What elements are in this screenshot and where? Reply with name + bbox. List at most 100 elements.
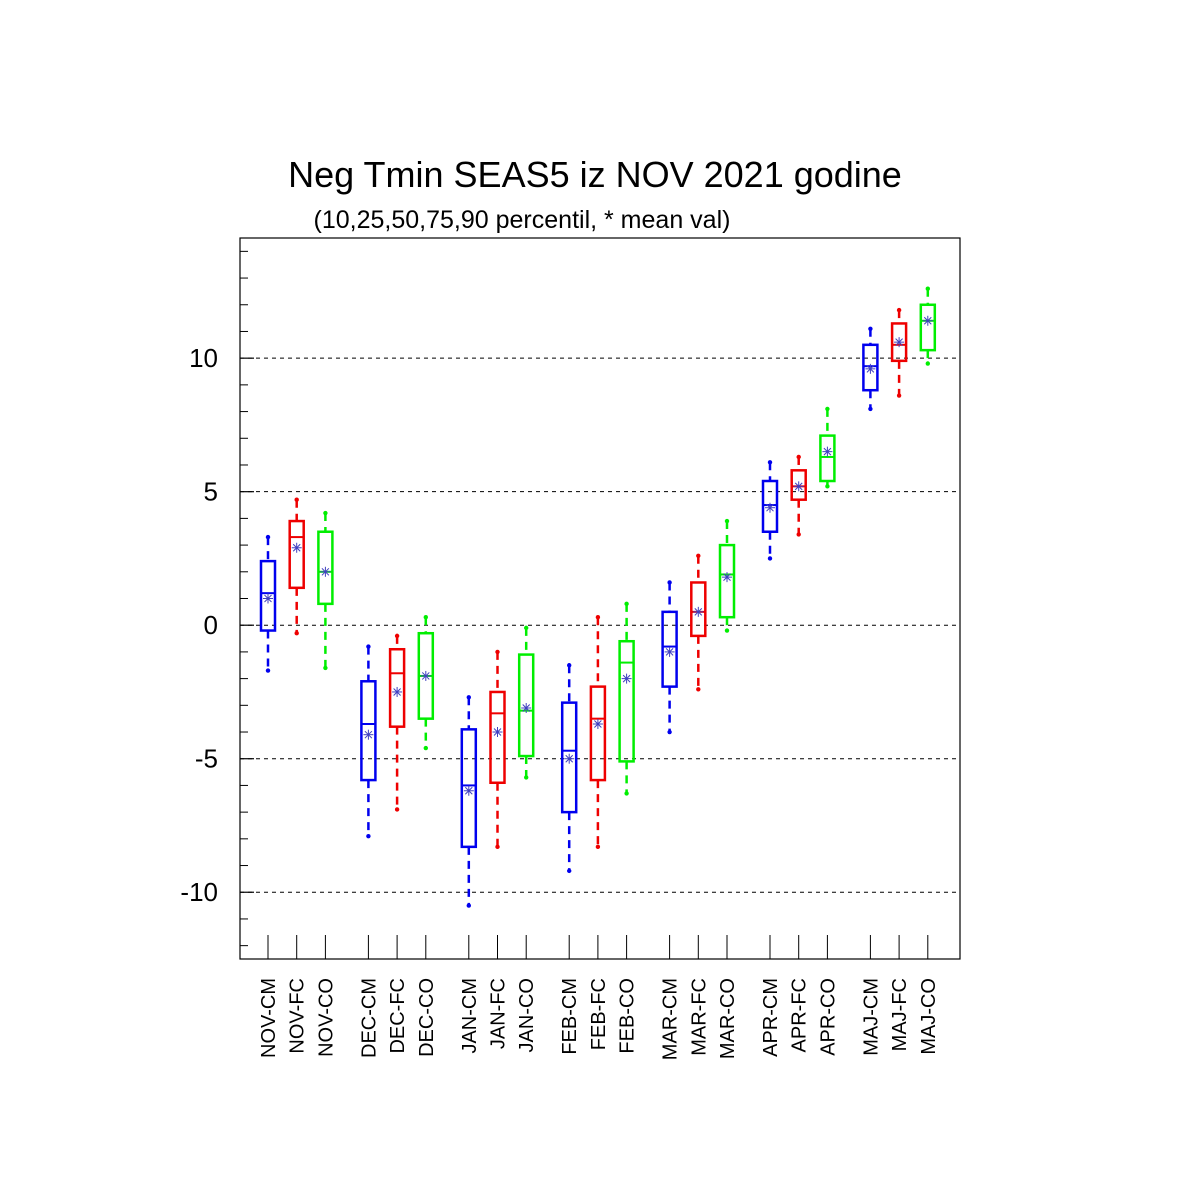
whisker-cap-p10: [825, 484, 830, 489]
mean-marker: [793, 481, 804, 492]
whisker-cap-p90: [265, 534, 271, 540]
x-tick-label: DEC-CM: [358, 978, 380, 1058]
whisker-cap-p90: [423, 614, 428, 620]
whisker-cap-p90: [366, 644, 371, 649]
whisker-cap-p10: [868, 406, 873, 412]
box-series: [259, 286, 937, 908]
mean-marker-stroke: [364, 730, 373, 739]
mean-marker: [521, 702, 532, 713]
mean-marker-stroke: [694, 607, 703, 616]
whisker-cap-p90: [724, 518, 730, 524]
box-iqr: [517, 653, 535, 758]
mean-marker-stroke: [464, 786, 473, 795]
box-iqr: [489, 690, 506, 785]
box-iqr: [919, 303, 937, 352]
mean-marker-stroke: [923, 316, 932, 325]
mean-marker-stroke: [866, 364, 875, 373]
box-iqr: [460, 728, 478, 849]
y-axis: -10 -5 0 5 10: [180, 250, 254, 947]
whisker-cap-p10: [567, 868, 572, 874]
whisker-cap-p90: [595, 614, 601, 620]
mean-marker: [664, 646, 675, 657]
x-tick-label: NOV-CO: [315, 978, 337, 1057]
x-tick-label: APR-CM: [760, 978, 782, 1057]
box-iqr: [560, 701, 578, 814]
x-tick-label: MAR-CM: [660, 978, 682, 1060]
x-tick-label: JAN-FC: [488, 978, 510, 1049]
chart-title: Neg Tmin SEAS5 iz NOV 2021 godine: [288, 154, 902, 195]
whisker-cap-p90: [868, 326, 873, 331]
mean-marker: [463, 785, 474, 796]
whisker-cap-p90: [466, 695, 471, 700]
whisker-cap-p10: [294, 631, 299, 636]
mean-marker: [922, 315, 933, 326]
box-iqr: [761, 479, 779, 533]
whisker-cap-p90: [796, 454, 801, 460]
x-tick-label: JAN-CO: [516, 978, 538, 1052]
whisker-cap-p90: [624, 601, 629, 607]
x-axis: NOV-CM NOV-FC NOV-CO DEC-CM DEC-FC DEC-CO JAN-…: [258, 935, 940, 1060]
x-tick-label: FEB-FC: [588, 978, 610, 1050]
box-iqr: [890, 322, 908, 363]
mean-marker: [765, 502, 775, 513]
x-tick-label: FEB-CM: [559, 978, 581, 1055]
box-iqr: [388, 647, 406, 728]
whisker-cap-p90: [667, 580, 672, 585]
whisker-cap-p10: [495, 844, 500, 850]
mean-marker-stroke: [493, 728, 502, 736]
mean-marker: [263, 593, 273, 604]
mean-marker: [693, 606, 704, 617]
whisker-cap-p90: [896, 307, 902, 313]
y-tick-label: 10: [189, 343, 218, 373]
mean-marker-stroke: [622, 674, 631, 683]
y-tick-label: -5: [195, 744, 218, 774]
box-iqr: [661, 610, 678, 688]
x-tick-label: JAN-CM: [459, 978, 481, 1054]
whisker-cap-p10: [366, 833, 371, 839]
whisker-cap-p90: [825, 406, 830, 412]
whisker-cap-p90: [495, 649, 500, 655]
mean-marker-stroke: [565, 754, 574, 763]
x-tick-label: MAJ-CO: [918, 978, 940, 1055]
whisker-cap-p10: [624, 791, 629, 796]
y-tick-label: -10: [180, 877, 218, 907]
x-tick-label: MAJ-FC: [889, 978, 911, 1051]
mean-marker: [592, 719, 603, 730]
whisker-cap-p90: [767, 460, 773, 465]
box-iqr: [360, 680, 377, 782]
box-iqr: [288, 519, 305, 590]
whisker-cap-p90: [567, 663, 572, 668]
mean-marker-stroke: [321, 567, 330, 576]
mean-marker: [621, 673, 632, 684]
box-iqr: [317, 530, 334, 606]
box-iqr: [819, 434, 836, 483]
box-iqr: [259, 559, 277, 632]
x-tick-label: APR-CO: [817, 978, 839, 1056]
y-tick-label: 0: [204, 610, 218, 640]
mean-marker: [822, 446, 833, 457]
whisker-cap-p90: [925, 286, 930, 291]
box-iqr: [862, 343, 879, 392]
x-tick-label: NOV-FC: [287, 978, 309, 1054]
box-iqr: [618, 639, 635, 763]
whisker-cap-p90: [294, 497, 299, 502]
mean-marker-stroke: [766, 503, 774, 512]
whisker-cap-p10: [524, 775, 529, 780]
box-iqr: [718, 543, 736, 619]
mean-marker: [320, 566, 331, 577]
box-iqr: [790, 469, 807, 501]
whisker-cap-p10: [265, 668, 271, 673]
x-tick-label: DEC-CO: [416, 978, 438, 1057]
whisker-cap-p90: [394, 633, 400, 639]
box-iqr: [589, 685, 607, 782]
mean-marker-stroke: [823, 447, 832, 456]
plot-frame: [239, 237, 961, 960]
y-tick-label: 5: [204, 477, 218, 507]
whisker-cap-p10: [925, 361, 930, 366]
mean-marker: [392, 686, 403, 697]
mean-marker-stroke: [522, 704, 531, 712]
x-tick-label: MAR-FC: [688, 978, 710, 1056]
whisker-cap-p10: [595, 844, 601, 850]
mean-marker-stroke: [723, 573, 731, 581]
